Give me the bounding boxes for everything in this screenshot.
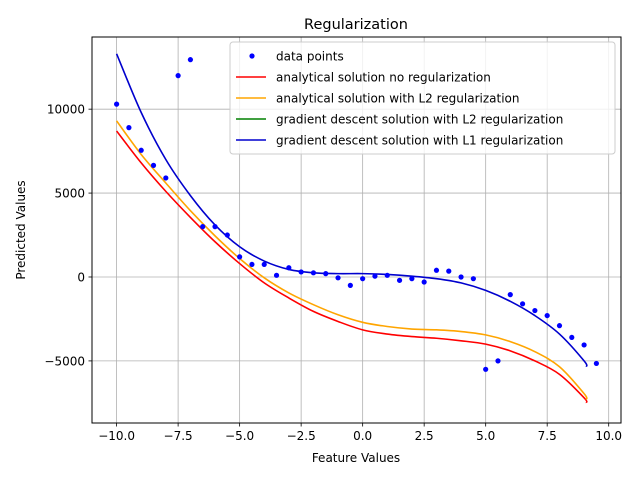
data-point — [114, 101, 120, 107]
data-point — [163, 175, 169, 181]
data-point — [335, 275, 341, 281]
legend-label: gradient descent solution with L1 regula… — [276, 134, 563, 148]
data-point — [372, 273, 378, 279]
data-point — [544, 312, 550, 319]
data-point — [409, 276, 415, 282]
axis-ticks: −10.0 −7.5 −5.0 −2.5 0.0 2.5 5.0 7.5 10.0 −5000 0 5… — [44, 103, 622, 443]
data-point — [593, 360, 599, 367]
data-point — [150, 162, 157, 168]
data-point — [286, 265, 292, 271]
data-point — [581, 342, 587, 348]
data-point — [347, 282, 353, 288]
data-point — [396, 277, 403, 283]
data-point — [273, 272, 280, 278]
legend-label: analytical solution no regularization — [276, 71, 491, 85]
data-point — [458, 274, 464, 280]
data-point — [483, 366, 489, 372]
x-tick-label: 7.5 — [538, 429, 557, 443]
x-tick-label: 2.5 — [415, 429, 434, 443]
legend-marker — [249, 53, 255, 59]
data-point — [249, 261, 255, 268]
x-tick-label: 10.0 — [595, 429, 622, 443]
data-point — [446, 268, 452, 274]
data-point — [507, 292, 513, 298]
y-tick-label: 0 — [77, 270, 85, 284]
chart-title: Regularization — [304, 17, 408, 33]
x-tick-label: −7.5 — [164, 429, 193, 443]
legend-label: data points — [276, 50, 344, 64]
data-point — [495, 358, 501, 364]
data-point — [212, 224, 218, 230]
legend-label: analytical solution with L2 regularizati… — [276, 92, 520, 106]
x-axis-label: Feature Values — [312, 451, 400, 465]
x-tick-label: −2.5 — [287, 429, 316, 443]
x-tick-label: 0.0 — [353, 429, 372, 443]
y-tick-label: 10000 — [47, 103, 85, 117]
x-tick-label: −10.0 — [98, 429, 135, 443]
series-lines — [115, 53, 588, 404]
data-point — [126, 125, 132, 131]
data-point — [200, 224, 206, 230]
data-points — [114, 57, 599, 372]
data-point — [261, 261, 267, 268]
data-point — [310, 270, 317, 276]
data-point — [569, 334, 575, 341]
data-point — [360, 276, 366, 282]
series-line-4 — [115, 53, 588, 368]
y-tick-label: 5000 — [54, 187, 85, 201]
data-point — [138, 147, 144, 153]
data-point — [237, 254, 243, 260]
data-point — [298, 269, 304, 275]
data-point — [470, 276, 476, 282]
data-point — [421, 279, 427, 285]
data-point — [175, 73, 181, 79]
series-line-1 — [115, 130, 588, 404]
plot-frame — [91, 36, 622, 424]
y-tick-label: −5000 — [44, 354, 85, 368]
legend-box — [229, 41, 616, 155]
series-line-2 — [115, 120, 588, 400]
data-point — [519, 301, 526, 307]
y-axis-label: Predicted Values — [14, 180, 28, 279]
data-point — [323, 271, 329, 277]
x-tick-label: −5.0 — [225, 429, 254, 443]
x-tick-label: 5.0 — [476, 429, 495, 443]
legend-label: gradient descent solution with L2 regula… — [276, 113, 563, 127]
data-point — [433, 267, 440, 273]
data-point — [224, 232, 230, 238]
data-point — [187, 57, 194, 63]
data-point — [384, 272, 390, 278]
legend: data points analytical solution no regula… — [229, 41, 616, 155]
data-point — [532, 307, 538, 314]
data-point — [556, 323, 563, 329]
